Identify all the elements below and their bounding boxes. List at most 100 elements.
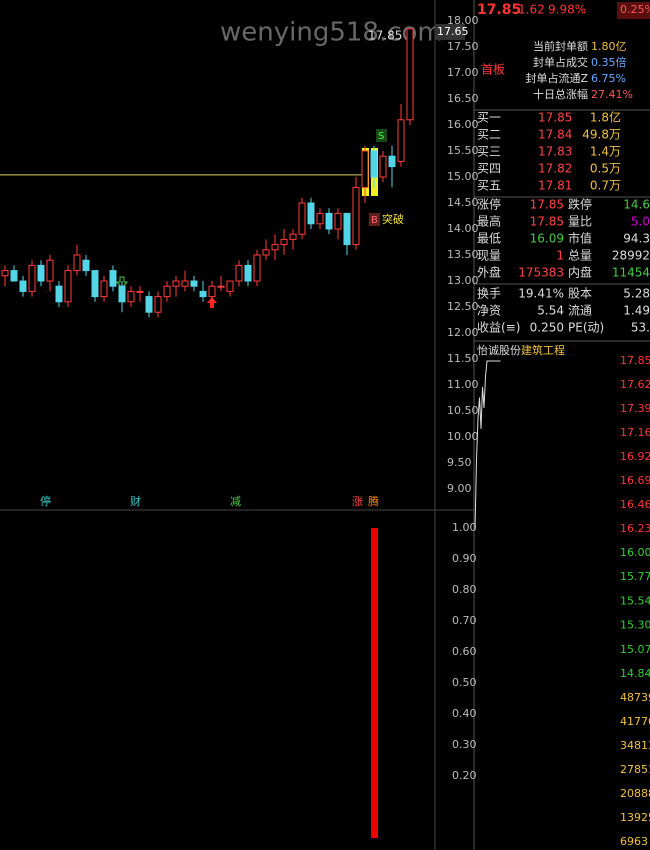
change: 1.62	[518, 3, 545, 17]
mini-price: 16.69	[620, 474, 650, 487]
stat-label: 市值	[568, 231, 592, 246]
candle-body	[154, 296, 162, 313]
y-tick-label: 1.00	[452, 521, 477, 534]
candle-body	[226, 280, 234, 292]
y-tick-label: 14.00	[447, 222, 479, 235]
info-label: 封单占流通Z	[525, 71, 588, 85]
stat-label: 内盘	[568, 265, 592, 280]
stat-value: 53.	[631, 321, 650, 335]
stat-value: 1	[556, 249, 564, 263]
y-tick-label: 14.50	[447, 196, 479, 209]
candle-body	[307, 202, 315, 225]
stat-value: 5.54	[537, 304, 564, 318]
candle-body	[37, 264, 45, 282]
mini-price: 16.00	[620, 546, 650, 559]
mini-volume: 41776	[620, 715, 650, 728]
ob-price: 17.83	[538, 145, 572, 159]
current-label: 17.65	[437, 25, 469, 38]
ob-label: 买二	[477, 128, 501, 142]
tag: 涨	[352, 495, 363, 508]
intraday-line	[474, 360, 501, 531]
candle-body	[379, 155, 387, 178]
ob-volume: 49.8万	[582, 128, 621, 142]
candle-body	[118, 285, 126, 303]
y-tick-label: 12.00	[447, 326, 479, 339]
y-tick-label: 0.80	[452, 583, 477, 596]
y-tick-label: 0.50	[452, 676, 477, 689]
mini-volume: 6963	[620, 835, 648, 848]
candle-body	[91, 270, 99, 298]
ob-volume: 1.4万	[590, 145, 621, 159]
signal-box	[369, 213, 380, 226]
candle-body	[127, 290, 135, 303]
candle-body	[253, 254, 261, 282]
stat-value: 5.28	[623, 287, 650, 301]
price: 17.85	[477, 2, 521, 18]
y-tick-label: 0.30	[452, 738, 477, 751]
buy-arrow	[207, 297, 217, 308]
stat-label: 量比	[568, 215, 592, 229]
y-tick-label: 11.50	[447, 352, 479, 365]
ob-label: 买一	[477, 111, 501, 125]
candle-body	[325, 212, 333, 230]
candle-body	[172, 280, 180, 287]
pct: 9.98%	[548, 3, 586, 17]
sell-arrow	[115, 276, 129, 289]
y-tick-label: 9.00	[447, 482, 472, 495]
candle-body	[298, 202, 306, 235]
stat-label: 换手	[477, 287, 501, 301]
ob-price: 17.82	[538, 162, 572, 176]
y-tick-label: 0.70	[452, 614, 477, 627]
candle-body	[289, 233, 297, 240]
stat-value: 5.0	[631, 215, 650, 229]
mini-price: 16.46	[620, 498, 650, 511]
info-label: 当前封单额	[533, 39, 588, 53]
candle-body	[109, 270, 117, 287]
candle-body	[361, 150, 369, 188]
info-value: 1.80亿	[591, 40, 627, 53]
candle-body	[406, 28, 414, 121]
y-tick-label: 9.50	[447, 456, 472, 469]
mini-volume: 34813	[620, 739, 650, 752]
tag: 减	[230, 495, 241, 508]
stat-label: PE(动)	[568, 321, 604, 335]
info-value: 27.41%	[591, 88, 633, 101]
y-tick-label: 0.40	[452, 707, 477, 720]
candle-body	[10, 270, 18, 282]
indicator-bar	[371, 528, 378, 838]
mini-price: 17.85	[620, 354, 650, 367]
stat-value: 17.85	[530, 198, 564, 212]
stat-value: 1.49	[623, 304, 650, 318]
candle-body	[1, 270, 9, 277]
signal-s: S	[378, 131, 384, 142]
ob-volume: 1.8亿	[590, 110, 621, 125]
info-label: 十日总涨幅	[533, 87, 588, 101]
mini-price: 14.84	[620, 667, 650, 680]
y-tick-label: 0.60	[452, 645, 477, 658]
y-tick-label: 18.00	[447, 14, 479, 27]
y-tick-label: 17.00	[447, 66, 479, 79]
mini-volume: 27851	[620, 763, 650, 776]
stat-label: 股本	[568, 287, 592, 301]
y-tick-label: 10.50	[447, 404, 479, 417]
mini-tab: 怡诚股份	[477, 343, 521, 357]
stat-value: 28992	[612, 249, 650, 263]
y-tick-label: 12.50	[447, 300, 479, 313]
y-tick-label: 16.00	[447, 118, 479, 131]
ob-price: 17.85	[538, 111, 572, 125]
stat-value: 0.250	[530, 321, 564, 335]
signal-text: 突破	[382, 212, 404, 226]
stat-label: 最低	[477, 232, 501, 246]
ob-price: 17.84	[538, 128, 572, 142]
candle-body	[19, 280, 27, 292]
candle-body	[145, 296, 153, 313]
signal-box	[376, 129, 387, 142]
mini-price: 15.54	[620, 594, 650, 607]
candle-body	[136, 290, 144, 293]
candle-body	[28, 264, 36, 292]
candle-body	[352, 186, 360, 246]
candle-body	[100, 280, 108, 298]
y-tick-label: 0.20	[452, 769, 477, 782]
